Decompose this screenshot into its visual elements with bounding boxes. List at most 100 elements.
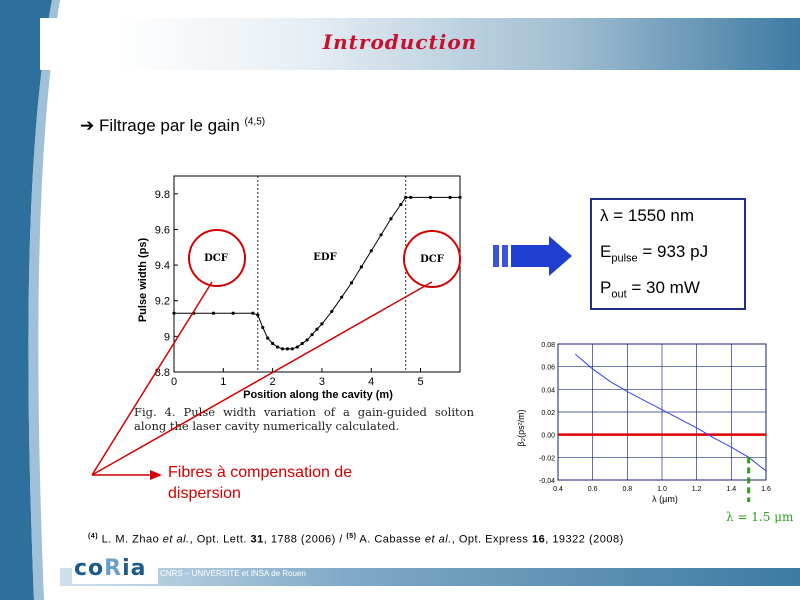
logo-wordmark: coRia	[74, 556, 147, 581]
pout-value: = 30 mW	[631, 278, 700, 297]
ref-text-1d: , 1788 (2006) /	[263, 533, 347, 546]
chart1-data-point	[409, 195, 413, 199]
epulse-symbol: E	[600, 242, 612, 261]
chart2-xtick-label: 0.6	[588, 486, 598, 493]
chart1-data-point	[458, 195, 462, 199]
chart1-data-point	[256, 313, 260, 317]
chart2-ytick-label: 0.02	[541, 410, 555, 417]
chart1-data-point	[266, 336, 270, 340]
chart2-series-line	[575, 353, 767, 472]
chart1-data-point	[261, 325, 265, 330]
header-band	[40, 18, 800, 70]
chart1-data-point	[300, 341, 304, 346]
lambda-note: λ = 1.5 μm	[726, 510, 794, 524]
chart2-xtick-label: 0.4	[553, 486, 563, 493]
chart1-data-point	[320, 322, 324, 326]
chart1-ytick-label: 9.4	[155, 260, 170, 272]
param-epulse: Epulse = 933 pJ	[600, 242, 708, 264]
ref-sup-2: (5)	[346, 533, 357, 540]
ref-text-2d: , 19322 (2008)	[545, 533, 624, 546]
ref-text-1a: L. M. Zhao	[98, 533, 163, 546]
logo-part-b: R	[104, 556, 123, 581]
ref-vol-1: 31	[250, 533, 264, 546]
ref-etal-2: et al.	[424, 533, 452, 546]
ref-sup-1: (4)	[88, 533, 99, 540]
chart2-ytick-label: 0.00	[541, 433, 555, 440]
chart2-ytick-label: 0.04	[541, 387, 555, 394]
chart1-data-point	[399, 202, 403, 207]
chart1-data-point	[275, 345, 280, 349]
chart1-ytick-label: 8.8	[155, 367, 170, 379]
chart2-xtick-label: 1.0	[657, 486, 667, 493]
chart1-frame: 0 1 2 3 4 5 8.8 9 9.2 9.4 9.6 9.8	[155, 175, 461, 388]
fibres-label: Fibres à compensation de dispersion	[168, 464, 353, 502]
bullet-text: Filtrage par le gain	[98, 116, 240, 135]
chart1-data-point	[379, 233, 383, 237]
figure-caption: Fig. 4. Pulse width variation of a gain-…	[134, 405, 474, 433]
parameters-box: λ = 1550 nm Epulse = 933 pJ Pout = 30 mW	[590, 198, 746, 310]
logo-part-a: co	[74, 556, 105, 581]
reference-line: (4) L. M. Zhao et al., Opt. Lett. 31, 17…	[88, 533, 624, 546]
footer-text: CNRS – UNIVERSITE et INSA de Rouen	[160, 569, 306, 578]
param-pout: Pout = 30 mW	[600, 278, 700, 300]
chart1-data-point	[285, 347, 290, 351]
pointer-arrowhead	[150, 470, 162, 480]
chart1-ytick-label: 9	[164, 331, 170, 343]
param-lambda: λ = 1550 nm	[600, 206, 694, 226]
chart1-data-point	[290, 347, 294, 351]
chart1-ytick-label: 9.2	[155, 296, 170, 308]
chart1-xtick-label: 0	[171, 376, 177, 388]
lambda-symbol: λ	[600, 206, 609, 225]
chart1-data-point	[211, 311, 216, 315]
bullet-arrow-icon: ➔	[80, 116, 95, 135]
left-decorative-swoosh	[0, 0, 60, 600]
chart2-ytick-label: 0.08	[541, 342, 555, 349]
pulse-width-chart: 0 1 2 3 4 58.899.29.49.69.8 Pulse width (ps) …	[137, 175, 462, 401]
lambda-value: = 1550 nm	[613, 206, 695, 225]
chart2-ylabel: β₂(ps²/m)	[516, 409, 526, 446]
ref-text-1c: , Opt. Lett.	[189, 533, 251, 546]
chart1-data-point	[349, 281, 354, 285]
footer-band	[60, 568, 800, 586]
ref-text-2c: , Opt. Express	[451, 533, 532, 546]
blue-arrow-icon	[493, 236, 572, 276]
chart2-ytick-label: -0.04	[539, 478, 555, 485]
chart1-ylabel: Pulse width (ps)	[137, 237, 149, 322]
chart1-xtick-label: 1	[220, 376, 226, 388]
chart2-xlabel: λ (μm)	[652, 494, 678, 504]
chart1-plot-area	[173, 175, 461, 373]
chart2-ytick-label: 0.06	[541, 365, 555, 372]
chart1-data-point	[359, 265, 363, 269]
chart1-xtick-label: 3	[319, 376, 325, 388]
chart1-data-point	[340, 295, 344, 299]
ref-etal-1: et al.	[162, 533, 190, 546]
chart1-data-point	[231, 311, 235, 315]
chart1-xlabel: Position along the cavity (m)	[243, 389, 393, 401]
chart1-data-point	[305, 338, 309, 342]
ref-text-2a: A. Cabasse	[356, 533, 425, 546]
region-label-edf: EDF	[313, 252, 336, 263]
chart2-frame: 0.4 0.6 0.8 1.0 1.2 1.4 1.6 -0.04 -0.02 0.00 0.02 0…	[539, 342, 771, 493]
bullet-point: ➔ Filtrage par le gain (4,5)	[80, 116, 265, 136]
dispersion-chart: 0.4 0.6 0.8 1.0 1.2 1.4 1.6 -0.04 -0.02 0.00 0.02 0…	[516, 342, 771, 504]
chart1-data-point	[404, 195, 408, 199]
chart1-data-point	[295, 345, 299, 349]
chart1-data-point	[315, 327, 319, 331]
ref-vol-2: 16	[531, 533, 546, 546]
coria-logo: coRia	[72, 550, 158, 584]
slide-title: Introduction	[322, 30, 478, 54]
chart1-data-point	[369, 249, 373, 253]
chart1-data-point	[428, 195, 433, 199]
epulse-subscript: pulse	[611, 252, 638, 265]
chart1-xtick-label: 4	[368, 376, 374, 388]
chart1-xtick-label: 2	[270, 376, 276, 388]
chart1-ytick-label: 9.6	[155, 224, 170, 236]
chart1-data-point	[192, 311, 196, 315]
logo-part-c: ia	[122, 556, 147, 581]
pout-symbol: P	[600, 278, 612, 297]
chart2-xtick-label: 1.6	[761, 486, 771, 493]
chart2-xtick-label: 0.8	[622, 486, 632, 493]
epulse-value: = 933 pJ	[642, 242, 709, 261]
pout-subscript: out	[611, 288, 627, 301]
chart1-data-point	[310, 332, 314, 337]
